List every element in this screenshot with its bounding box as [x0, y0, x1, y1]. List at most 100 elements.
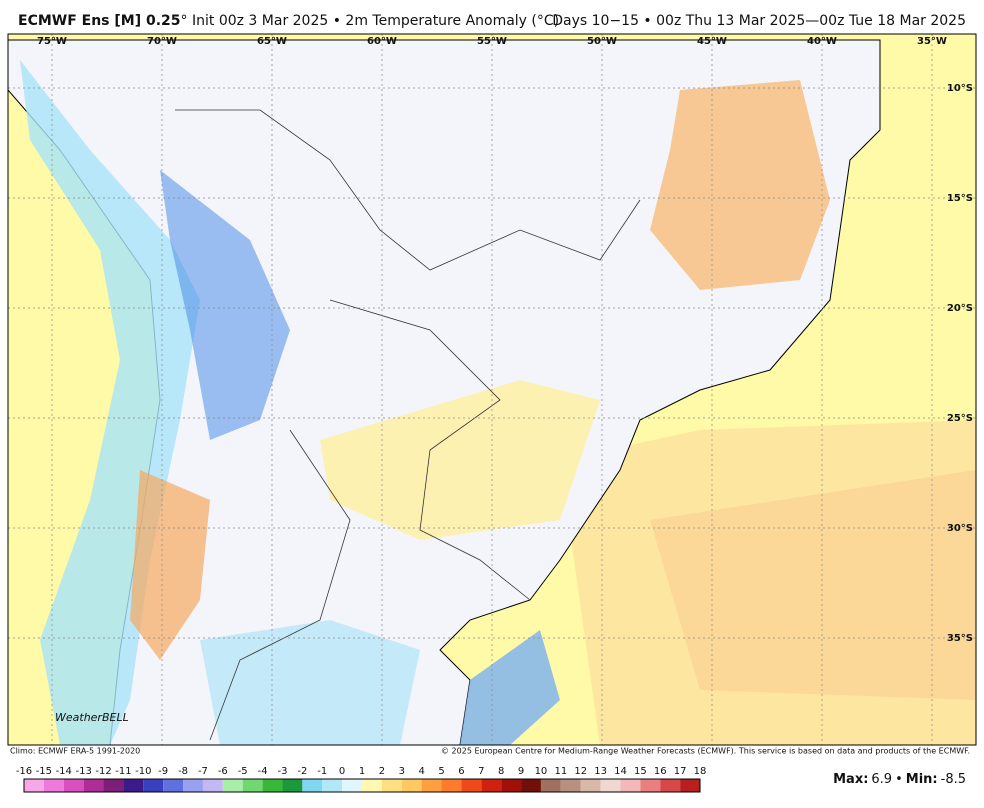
title-model: ECMWF Ens [M] 0.25 — [18, 13, 181, 29]
cold-anomaly — [200, 620, 420, 745]
warm-anomaly — [650, 80, 830, 290]
colorbar-label: 18 — [694, 766, 707, 777]
colorbar-cell — [262, 779, 283, 792]
colorbar-label: 6 — [458, 766, 464, 777]
separator: • — [895, 772, 903, 787]
climo-note: Climo: ECMWF ERA-5 1991-2020 — [10, 747, 140, 756]
cold-anomaly — [20, 60, 200, 745]
colorbar-cell — [362, 779, 382, 792]
colorbar-cell — [401, 779, 422, 792]
lon-label: 45°W — [697, 36, 727, 47]
colorbar-cell — [123, 779, 144, 792]
colorbar-label: -4 — [258, 766, 268, 777]
colorbar-label: -5 — [238, 766, 248, 777]
colorbar-cell — [600, 779, 621, 792]
lat-label: 10°S — [947, 83, 973, 94]
lon-label: 60°W — [367, 36, 397, 47]
colorbar-cell — [481, 779, 502, 792]
lon-label: 75°W — [37, 36, 67, 47]
colorbar-cell — [322, 779, 343, 792]
cold-anomaly — [160, 170, 290, 440]
max-label: Max: — [833, 772, 868, 787]
colorbar-label: -8 — [178, 766, 188, 777]
cold-anomaly — [460, 630, 560, 745]
colorbar-cell — [441, 779, 462, 792]
colorbar-label: -12 — [95, 766, 111, 777]
lon-label: 70°W — [147, 36, 177, 47]
min-value: -8.5 — [941, 772, 966, 787]
colorbar-label: -14 — [56, 766, 72, 777]
lat-label: 25°S — [947, 413, 973, 424]
colorbar-label: 2 — [379, 766, 385, 777]
lon-label: 50°W — [587, 36, 617, 47]
colorbar-label: 1 — [359, 766, 365, 777]
colorbar-cell — [560, 779, 581, 792]
colorbar-label: 3 — [399, 766, 405, 777]
colorbar-label: 11 — [554, 766, 567, 777]
colorbar-cell — [521, 779, 541, 792]
lat-label: 15°S — [947, 193, 973, 204]
colorbar-cell — [640, 779, 661, 792]
colorbar-cell — [222, 779, 243, 792]
colorbar-label: 16 — [654, 766, 667, 777]
lat-label: 30°S — [947, 523, 973, 534]
colorbar-cell — [580, 779, 601, 792]
colorbar-cell — [540, 779, 561, 792]
lon-label: 65°W — [257, 36, 287, 47]
logo: WeatherBELL — [55, 711, 129, 724]
title-rest: ° Init 00z 3 Mar 2025 • 2m Temperature A… — [181, 13, 560, 29]
colorbar-label: 4 — [418, 766, 424, 777]
colorbar-label: -6 — [218, 766, 228, 777]
ocean-anomaly — [650, 470, 976, 700]
colorbar-label: 9 — [518, 766, 524, 777]
lon-label: 55°W — [477, 36, 507, 47]
colorbar-cell — [342, 779, 362, 792]
lon-label: 35°W — [917, 36, 947, 47]
graticule: 75°W 70°W 65°W 60°W 55°W 50°W 45°W 40°W 35°W 10°S… — [8, 34, 976, 745]
colorbar-label: -13 — [75, 766, 91, 777]
colorbar-label: 8 — [498, 766, 504, 777]
colorbar-cell — [501, 779, 522, 792]
colorbar-label: 10 — [535, 766, 548, 777]
map-frame — [7, 33, 977, 746]
colorbar-cell — [461, 779, 482, 792]
colorbar-cell — [660, 779, 681, 792]
colorbar-label: -3 — [277, 766, 287, 777]
colorbar-cell — [242, 779, 263, 792]
colorbar-cell — [381, 779, 402, 792]
colorbar-label: -16 — [16, 766, 32, 777]
colorbar-cell — [24, 779, 44, 792]
colorbar-label: -2 — [297, 766, 307, 777]
colorbar-cell — [620, 779, 641, 792]
colorbar-cell — [183, 779, 203, 792]
colorbar-label: -9 — [158, 766, 168, 777]
colorbar-cell — [202, 779, 223, 792]
colorbar-cell — [103, 779, 124, 792]
map: 75°W 70°W 65°W 60°W 55°W 50°W 45°W 40°W 35°W 10°S… — [8, 34, 976, 745]
colorbar-label: 17 — [674, 766, 687, 777]
colorbar-cell — [163, 779, 184, 792]
max-value: 6.9 — [871, 772, 892, 787]
colorbar-label: -10 — [135, 766, 151, 777]
colorbar-label: -15 — [36, 766, 52, 777]
colorbar-cell — [63, 779, 84, 792]
colorbar: -16 -15 -14 -13 -12 -11 -10 -9 -8 -7 -6 -5 -4 -3 -2 -1 0… — [16, 766, 707, 793]
warm-anomaly — [130, 470, 210, 660]
colorbar-frame — [23, 778, 701, 793]
colorbar-label: 0 — [339, 766, 345, 777]
min-label: Min: — [906, 772, 938, 787]
borders — [175, 109, 641, 741]
copyright: © 2025 European Centre for Medium-Range … — [441, 747, 970, 756]
stats: Max: 6.9 • Min: -8.5 — [833, 772, 966, 787]
colorbar-label: 5 — [438, 766, 444, 777]
colorbar-label: 12 — [574, 766, 587, 777]
lon-label: 40°W — [807, 36, 837, 47]
colorbar-cell — [302, 779, 323, 792]
colorbar-cell — [83, 779, 104, 792]
colorbar-label: -11 — [115, 766, 131, 777]
valid-time: Days 10−15 • 00z Thu 13 Mar 2025—00z Tue… — [552, 13, 966, 29]
colorbar-cell — [680, 779, 700, 792]
colorbar-label: -7 — [198, 766, 208, 777]
colorbar-cell — [282, 779, 303, 792]
